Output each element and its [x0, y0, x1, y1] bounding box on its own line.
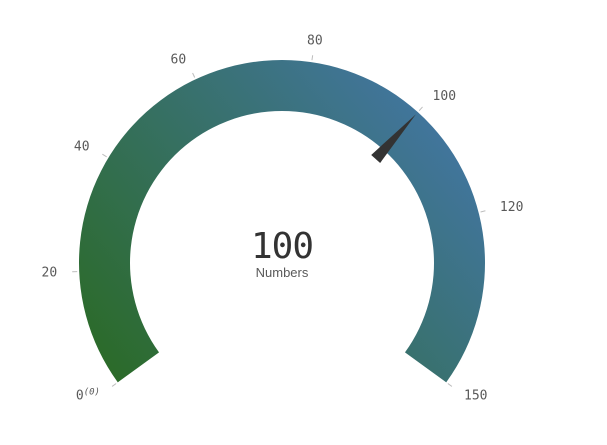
gauge-tick-mark [311, 55, 314, 61]
gauge-tick-label: 100 [433, 89, 456, 104]
gauge-tick-label: 120 [500, 200, 523, 215]
gauge-tick-mark [102, 153, 107, 158]
gauge-min-annotation: (0) [84, 387, 100, 397]
gauge-needle [371, 114, 416, 163]
gauge-tick-mark [111, 383, 117, 387]
gauge-value: 100 [251, 226, 313, 267]
gauge-tick-mark [447, 383, 453, 387]
gauge-tick-mark [480, 210, 486, 213]
gauge-measure-label: Numbers [256, 265, 309, 280]
gauge-band [79, 59, 486, 383]
gauge-tick-label: 150 [464, 388, 487, 403]
gauge-tick-mark [418, 106, 423, 111]
gauge-tick-label: 20 [42, 265, 58, 280]
gauge-tick-label: 80 [307, 33, 323, 48]
gauge-tick-mark [192, 72, 196, 78]
gauge-tick-label: 60 [171, 52, 187, 67]
gauge-tick-label: 0(0) [76, 387, 100, 403]
gauge-tick-label: 40 [74, 139, 90, 154]
